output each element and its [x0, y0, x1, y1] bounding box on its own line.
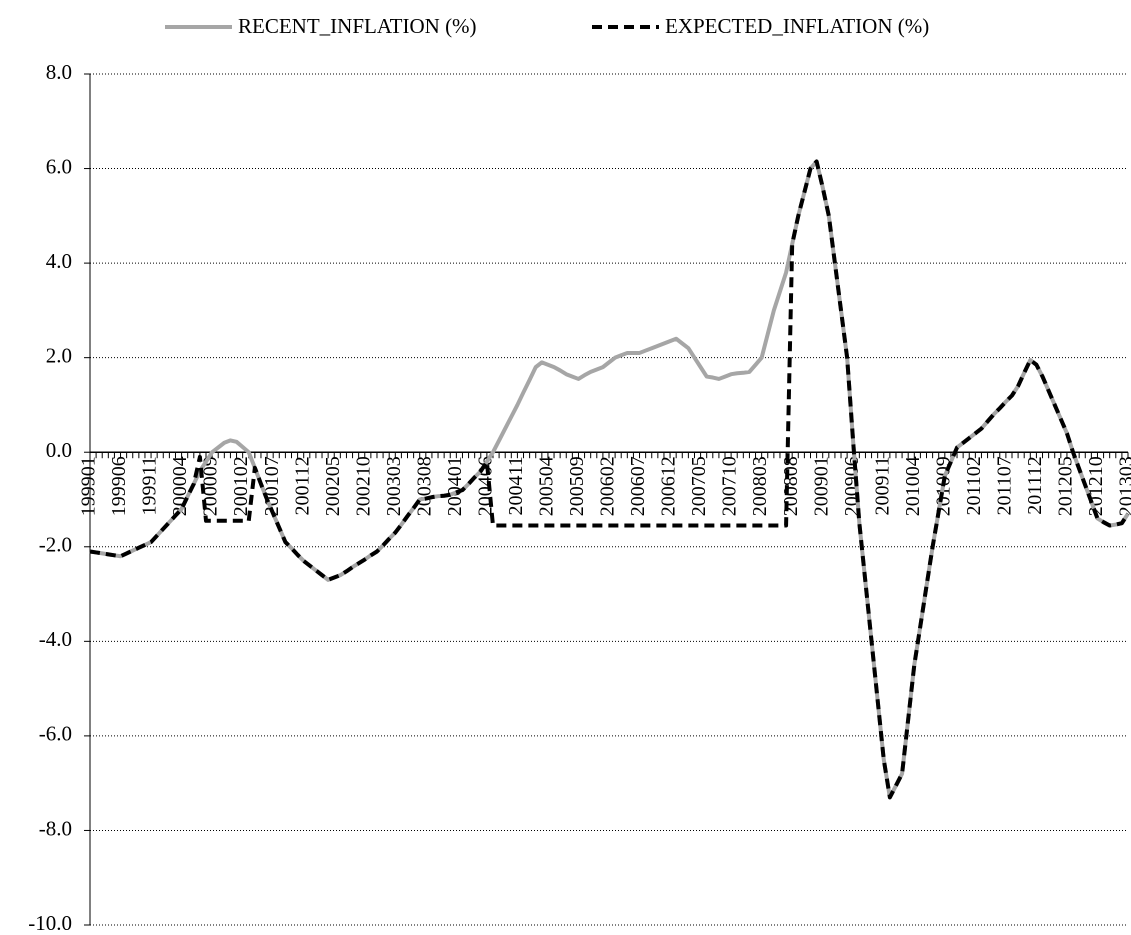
- x-tick-label: 200205: [322, 456, 344, 516]
- x-tick-label: 200303: [383, 456, 405, 516]
- x-tick-label: 200803: [749, 456, 771, 516]
- x-tick-label: 200808: [780, 456, 802, 516]
- x-tick-label: 200602: [597, 456, 619, 516]
- x-tick-label: 200509: [566, 456, 588, 516]
- y-tick-label: 2.0: [46, 343, 72, 367]
- x-tick-label: 200102: [230, 456, 252, 516]
- x-tick-label: 200210: [352, 456, 374, 516]
- x-tick-label: 199911: [139, 456, 161, 515]
- x-tick-label: 201205: [1055, 456, 1077, 516]
- x-tick-label: 199901: [78, 456, 100, 516]
- y-tick-label: -4.0: [39, 627, 72, 651]
- y-tick-label: 8.0: [46, 60, 72, 84]
- y-tick-label: 6.0: [46, 154, 72, 178]
- x-tick-label: 200705: [688, 456, 710, 516]
- legend-label: RECENT_INFLATION (%): [238, 14, 477, 38]
- x-tick-label: 201102: [963, 456, 985, 515]
- x-tick-label: 201112: [1024, 456, 1046, 515]
- y-tick-label: 0.0: [46, 438, 72, 462]
- x-tick-label: 200401: [444, 456, 466, 516]
- y-tick-label: -8.0: [39, 816, 72, 840]
- x-tick-label: 200308: [413, 456, 435, 516]
- y-tick-label: -10.0: [28, 911, 72, 935]
- y-tick-label: -2.0: [39, 533, 72, 557]
- x-tick-label: 200411: [505, 456, 527, 515]
- x-tick-label: 201210: [1085, 456, 1107, 516]
- y-tick-label: 4.0: [46, 249, 72, 273]
- legend-label: EXPECTED_INFLATION (%): [665, 14, 929, 38]
- x-tick-label: 200710: [719, 456, 741, 516]
- x-tick-label: 200612: [658, 456, 680, 516]
- y-tick-label: -6.0: [39, 722, 72, 746]
- x-tick-label: 201004: [902, 456, 924, 516]
- x-tick-label: 200112: [291, 456, 313, 515]
- x-tick-label: 200901: [810, 456, 832, 516]
- x-tick-label: 201107: [993, 456, 1015, 515]
- x-tick-label: 200504: [536, 456, 558, 516]
- x-tick-label: 200911: [871, 456, 893, 515]
- x-tick-label: 199906: [108, 456, 130, 516]
- series-line: [89, 159, 1130, 800]
- x-tick-label: 201303: [1116, 456, 1131, 516]
- x-tick-label: 200607: [627, 456, 649, 516]
- x-tick-label: 200004: [169, 456, 191, 516]
